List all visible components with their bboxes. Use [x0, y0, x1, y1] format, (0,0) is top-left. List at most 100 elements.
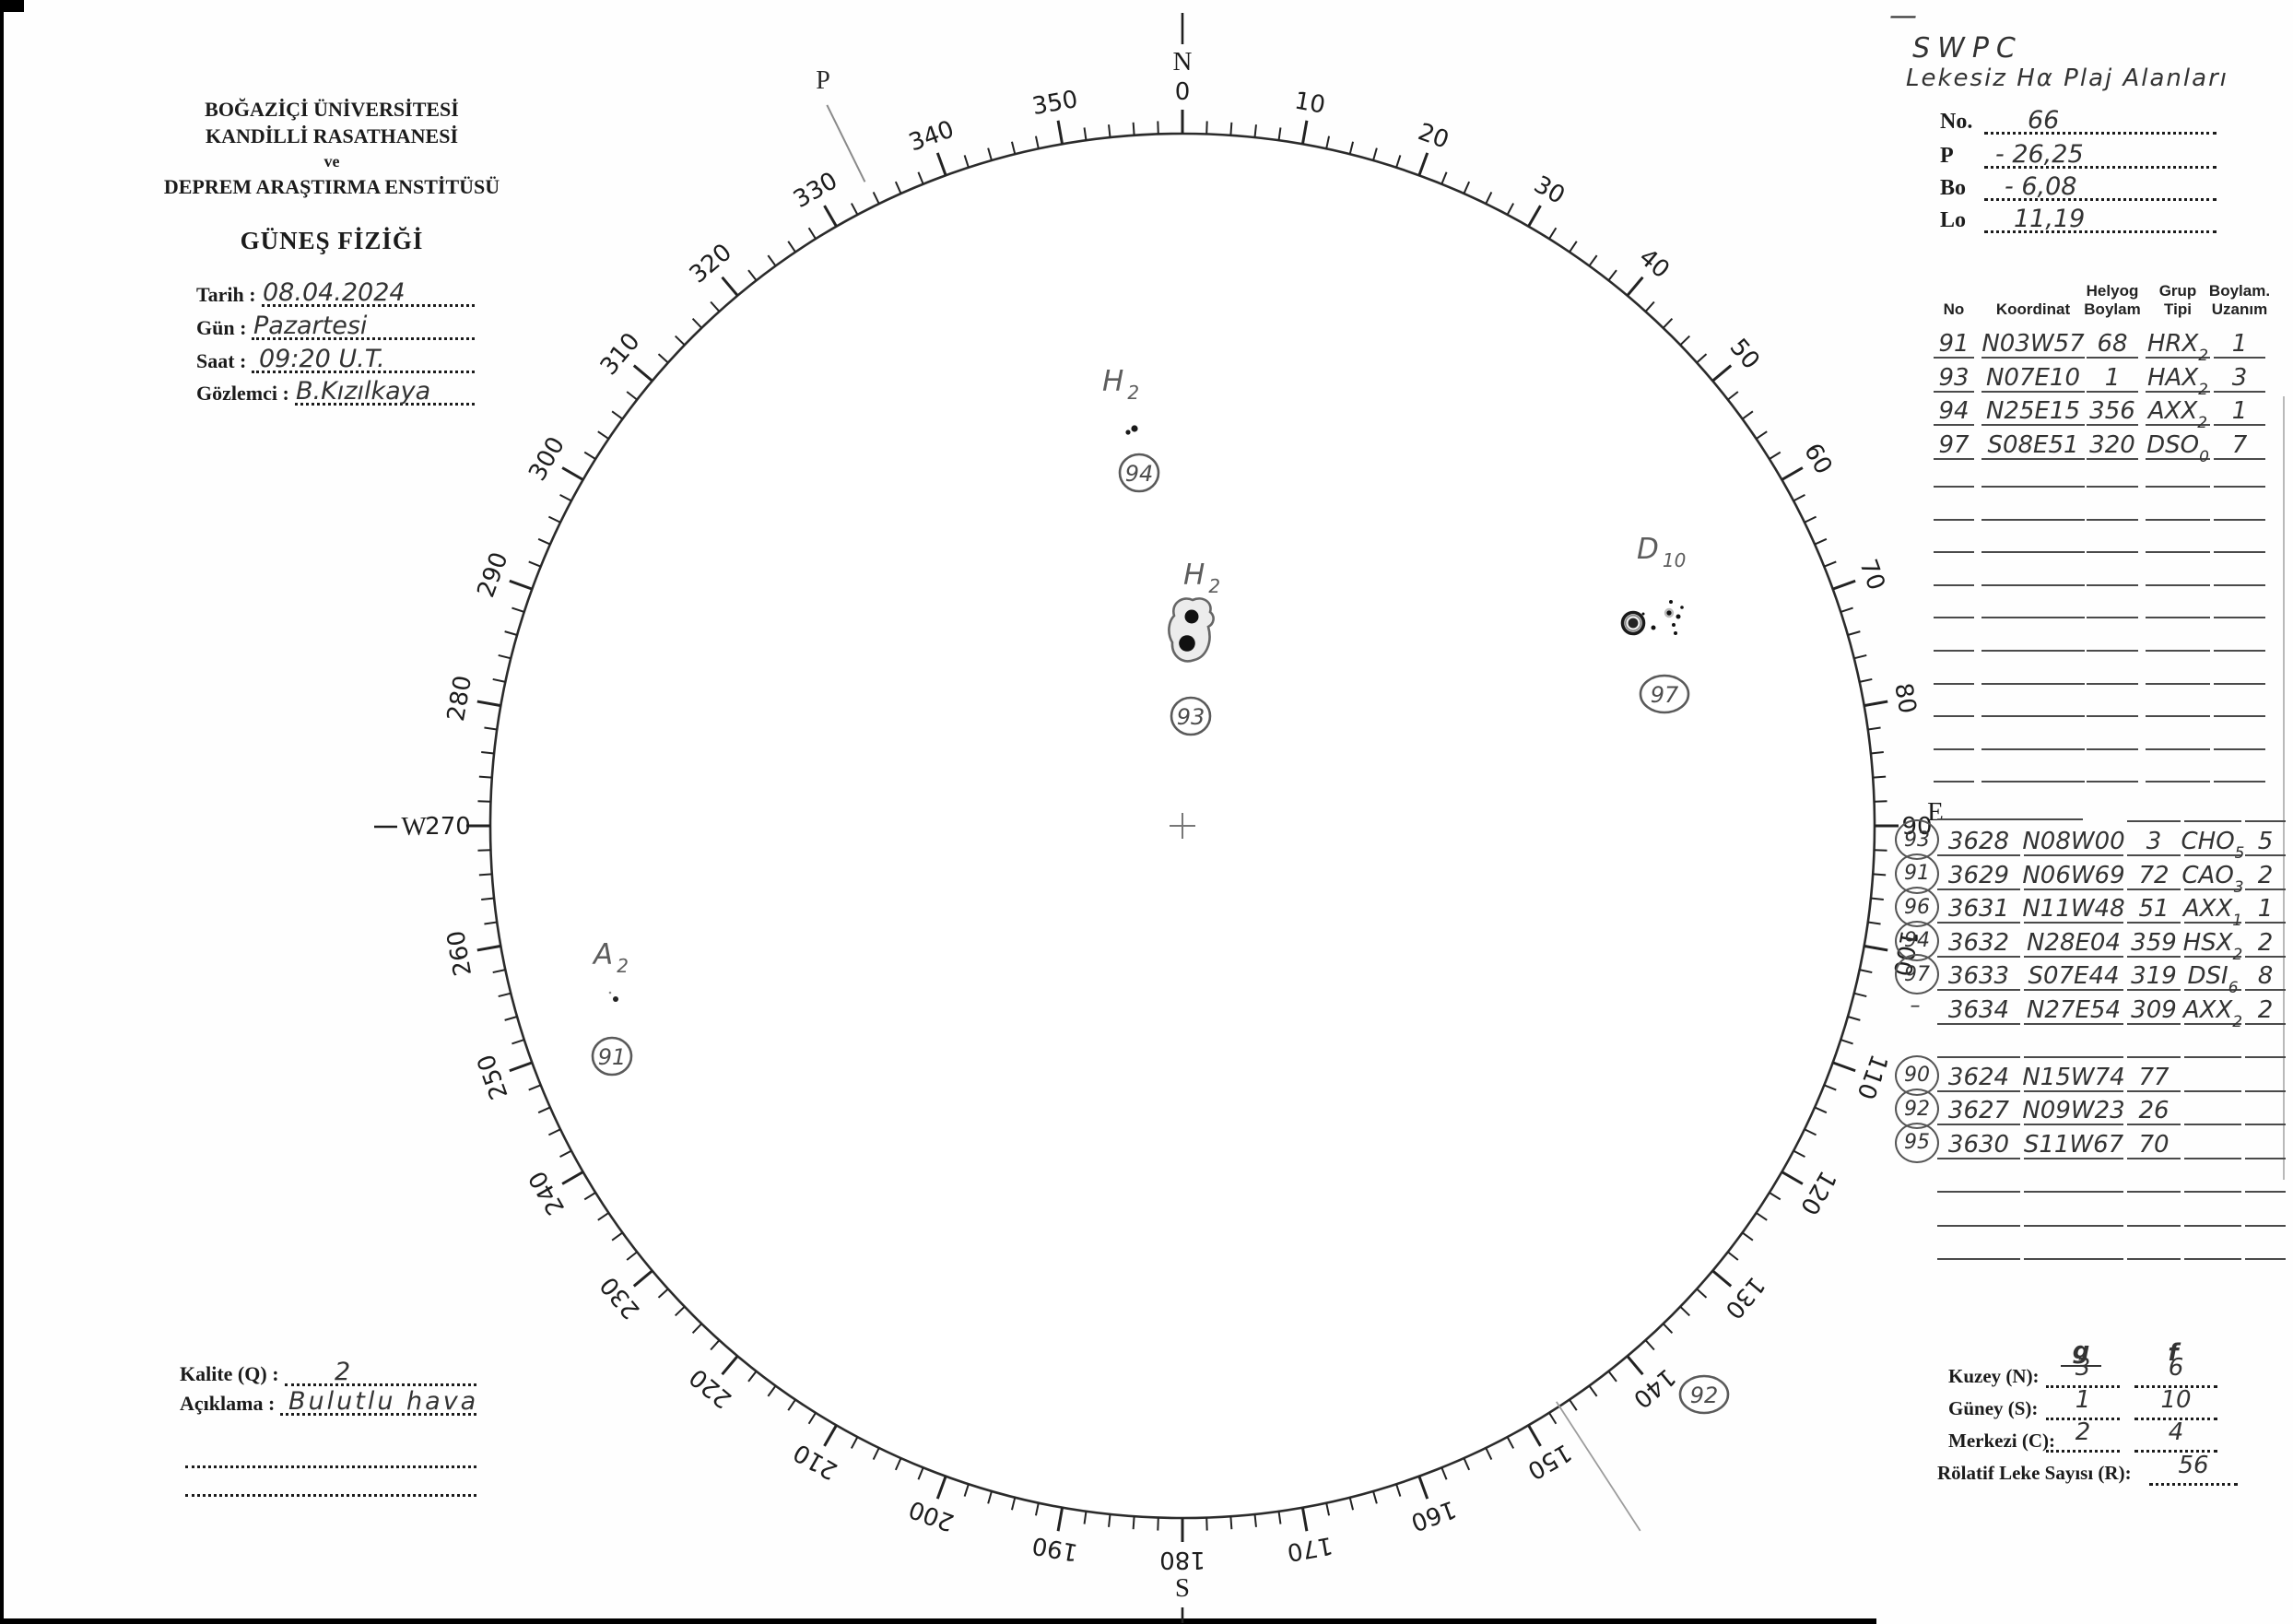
- cell-no: [1937, 1192, 2020, 1227]
- column-header-helyog: Helyog Boylam: [2084, 282, 2141, 318]
- group-number: 97: [1651, 682, 1679, 708]
- field-value: Pazartesi: [253, 312, 368, 340]
- field-label: Tarih :: [196, 283, 256, 306]
- degree-tick: [710, 1339, 721, 1351]
- field-tarih: Tarih : 08.04.2024: [196, 278, 475, 307]
- cell-boylam-uzanim: 1: [2245, 888, 2286, 924]
- degree-tick: [484, 921, 498, 925]
- degree-label: 210: [789, 1438, 842, 1485]
- degree-label: 50: [1724, 334, 1765, 375]
- degree-tick: [1793, 493, 1805, 502]
- degree-label: 110: [1851, 1051, 1892, 1103]
- degree-tick: [787, 241, 796, 253]
- dotted-line: [1984, 194, 2217, 201]
- institution-line: ve: [323, 152, 340, 171]
- dotted-line: [252, 334, 475, 340]
- umbra: [1179, 635, 1195, 652]
- group-number-circle: [591, 1036, 633, 1077]
- degree-tick: [1372, 1490, 1378, 1504]
- cell-koordinat: N09W23: [2022, 1090, 2125, 1125]
- cell-koordinat: [1981, 747, 2085, 783]
- cell-no: [1937, 1225, 2020, 1260]
- cell-no: [1937, 1158, 2020, 1193]
- degree-tick: [1867, 921, 1881, 925]
- degree-tick: [492, 677, 506, 683]
- cell-helyog-boylam: [2087, 682, 2138, 718]
- degree-tick: [894, 181, 902, 194]
- cell-koordinat: N11W48: [2022, 888, 2125, 924]
- cell-boylam-uzanim: [2214, 617, 2265, 652]
- dotted-line: [185, 1490, 476, 1497]
- degree-label: 340: [905, 115, 958, 157]
- cell-no: 3633: [1937, 956, 2020, 991]
- cell-no: 3631: [1937, 888, 2020, 924]
- degree-tick: [691, 318, 703, 329]
- degree-tick: [1840, 1039, 1853, 1045]
- degree-tick: [1569, 1399, 1578, 1411]
- group-number-circle: [1170, 696, 1212, 736]
- cell-helyog-boylam: [2127, 1192, 2181, 1227]
- group-number-circle: [1639, 674, 1690, 714]
- cell-grup-tipi: [2146, 682, 2210, 718]
- degree-tick: [1300, 120, 1309, 145]
- cell-boylam-uzanim: [2245, 1124, 2286, 1159]
- cell-boylam-uzanim: 1: [2214, 324, 2265, 359]
- degree-tick: [1548, 227, 1558, 240]
- cell-koordinat: [1981, 551, 2085, 586]
- degree-label: 170: [1285, 1531, 1335, 1566]
- degree-tick: [512, 1039, 525, 1045]
- cell-helyog-boylam: [2087, 650, 2138, 685]
- cell-grup-tipi: [2184, 1124, 2241, 1159]
- degree-tick: [1229, 1516, 1233, 1530]
- degree-tick: [1679, 335, 1690, 347]
- degree-tick: [721, 276, 739, 297]
- cell-boylam-uzanim: [2214, 747, 2265, 783]
- degree-tick: [710, 300, 721, 312]
- degree-tick: [917, 171, 924, 185]
- degree-tick: [626, 391, 638, 401]
- degree-tick: [1781, 1171, 1804, 1185]
- field-no: No. 66: [1940, 106, 2217, 135]
- cell-boylam-uzanim: [2245, 1225, 2286, 1260]
- degree-tick: [807, 1412, 817, 1425]
- degree-tick: [675, 1305, 686, 1317]
- dotted-line: [280, 1409, 476, 1416]
- cell-boylam-uzanim: [2214, 518, 2265, 554]
- cell-grup-tipi: [2146, 583, 2210, 619]
- degree-tick: [987, 147, 993, 161]
- cell-koordinat: [1981, 617, 2085, 652]
- degree-tick: [1348, 1497, 1355, 1511]
- degree-tick: [504, 1016, 518, 1021]
- umbra: [1666, 610, 1672, 616]
- field-value: - 26,25: [1995, 140, 2084, 169]
- cell-boylam-uzanim: 2: [2245, 923, 2286, 958]
- degree-tick: [935, 1476, 947, 1500]
- cell-koordinat: N27E54: [2024, 990, 2123, 1025]
- cell-no: 3630: [1937, 1124, 2020, 1159]
- field-gozlemci: Gözlemci : B.Kızılkaya: [196, 377, 475, 406]
- cell-helyog-boylam: 70: [2127, 1124, 2181, 1159]
- cell-boylam-uzanim: 2: [2245, 990, 2286, 1025]
- compass-west: W: [401, 812, 427, 841]
- degree-tick: [509, 1061, 533, 1073]
- group-ref-dash: –: [1910, 994, 1921, 1018]
- cell-boylam-uzanim: [2214, 682, 2265, 718]
- degree-tick: [509, 579, 533, 591]
- field-value: 66: [2028, 106, 2060, 135]
- degree-tick: [767, 254, 777, 267]
- cell-grup-tipi: [2184, 1225, 2241, 1260]
- degree-tick: [1741, 1231, 1754, 1242]
- penumbra-ring: [1624, 614, 1642, 632]
- group-ref-circle: 95: [1895, 1122, 1939, 1163]
- cell-boylam-uzanim: [2214, 453, 2265, 488]
- p-angle-marker-label: P: [816, 66, 830, 95]
- degree-label: 20: [1415, 118, 1452, 155]
- scan-edge-bottom: [0, 1618, 1876, 1624]
- cell-boylam-uzanim: [2214, 650, 2265, 685]
- degree-tick: [1756, 1212, 1768, 1221]
- cell-koordinat: S11W67: [2024, 1124, 2123, 1159]
- cell-boylam-uzanim: 2: [2245, 855, 2286, 890]
